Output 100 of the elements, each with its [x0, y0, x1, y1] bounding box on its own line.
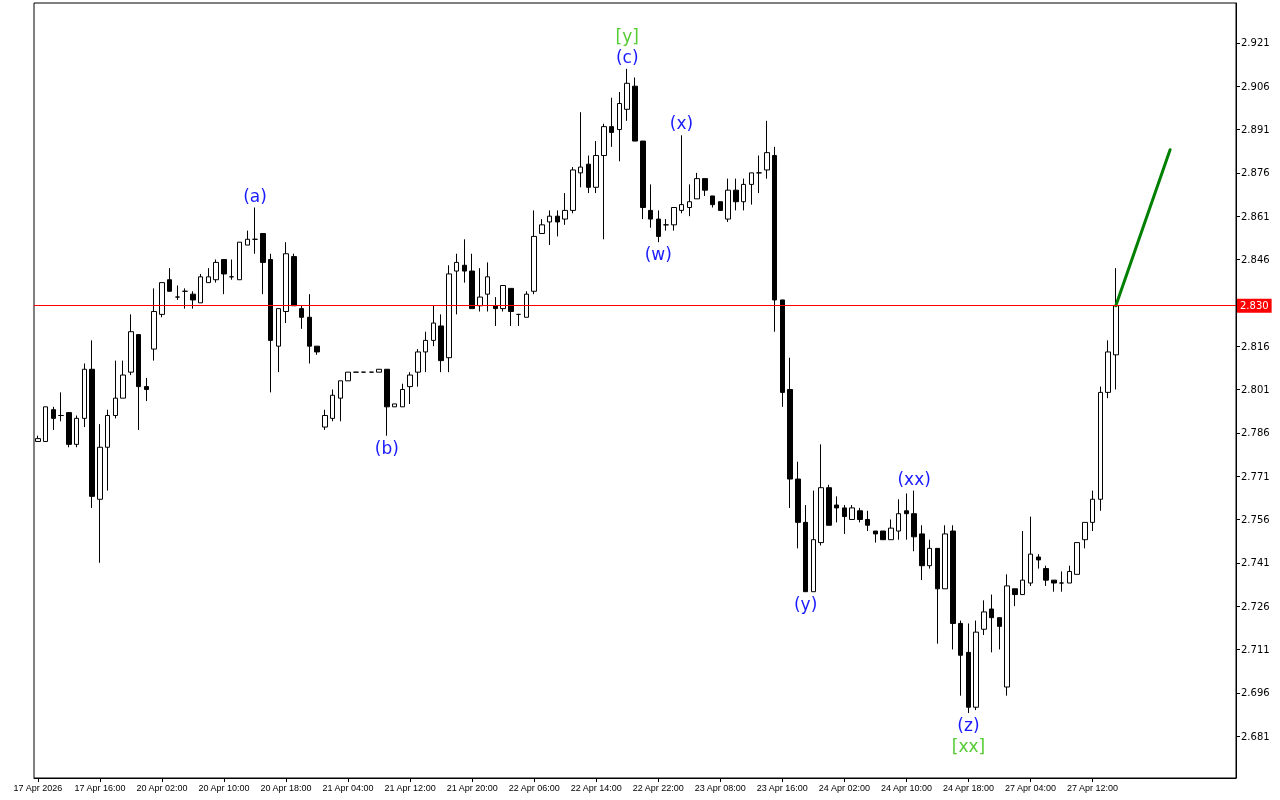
candlestick: [82, 362, 87, 428]
candlestick: [818, 443, 824, 546]
candlestick: [89, 339, 95, 509]
candlestick: [950, 524, 956, 650]
candlestick: [500, 285, 506, 312]
candlestick: [811, 490, 816, 593]
candlestick: [120, 360, 126, 399]
y-tick-label: 2.921: [1241, 37, 1270, 49]
candlestick: [330, 388, 335, 422]
candlestick: [911, 490, 917, 552]
candlestick: [942, 524, 948, 590]
candlestick: [539, 218, 545, 235]
candlestick: [229, 259, 234, 281]
annotation: (c): [615, 46, 639, 67]
candlestick: [795, 461, 801, 549]
candlestick: [1090, 490, 1095, 532]
annotation: (z): [957, 715, 980, 736]
annotation: (b): [374, 437, 399, 458]
candlestick: [1012, 588, 1018, 607]
y-tick-label: 2.876: [1241, 167, 1270, 179]
candlestick: [640, 140, 646, 220]
candlestick: [151, 287, 157, 362]
candlestick: [213, 259, 219, 284]
x-tick-label: 22 Apr 06:00: [508, 782, 560, 793]
candlestick: [663, 218, 669, 232]
candlestick: [74, 414, 79, 448]
x-tick-label: 27 Apr 12:00: [1067, 782, 1119, 793]
candlestick: [182, 287, 188, 310]
candlestick: [966, 622, 971, 714]
candlestick: [725, 178, 731, 223]
annotation: (y): [793, 593, 818, 614]
x-tick-label: 23 Apr 08:00: [694, 782, 746, 793]
candlestick: [206, 267, 211, 284]
candlestick: [733, 178, 739, 211]
candlestick: [1043, 565, 1049, 587]
candlestick: [780, 299, 785, 408]
candlestick: [989, 594, 994, 653]
y-tick-label: 2.816: [1241, 340, 1270, 352]
x-tick-label: 22 Apr 22:00: [632, 782, 684, 793]
candlestick: [105, 409, 110, 492]
candlestick: [159, 282, 165, 318]
candlestick: [66, 412, 72, 448]
candlestick: [1004, 573, 1010, 697]
candlestick: [1020, 530, 1025, 596]
x-tick-label: 20 Apr 10:00: [198, 782, 250, 793]
candlestick: [392, 403, 397, 408]
candlestick: [446, 264, 452, 373]
candlestick: [128, 313, 134, 376]
candlestick: [524, 290, 529, 318]
annotation: (a): [243, 185, 267, 206]
annotation: [xx]: [951, 736, 986, 757]
x-tick-label: 17 Apr 16:00: [74, 782, 126, 793]
candlestick: [601, 123, 607, 240]
x-tick-label: 24 Apr 10:00: [880, 782, 932, 793]
candlestick: [904, 492, 909, 541]
candlestick: [268, 253, 273, 393]
candlestick: [221, 259, 227, 295]
candlestick: [516, 313, 521, 327]
annotation: (xx): [897, 468, 931, 489]
candlestick: [718, 201, 723, 211]
candlestick: [710, 195, 715, 209]
candlestick: [51, 406, 56, 431]
y-tick-label: 2.861: [1241, 210, 1270, 222]
candlestick: [958, 620, 963, 697]
candlestick: [283, 241, 289, 324]
candlestick: [935, 547, 940, 645]
candlestick: [764, 120, 770, 180]
candlestick: [97, 423, 103, 564]
y-tick-label: 2.891: [1241, 124, 1270, 136]
annotation: [y]: [615, 25, 639, 46]
candlestick: [508, 287, 514, 327]
y-tick-label: 2.786: [1241, 427, 1270, 439]
candlestick: [1051, 579, 1057, 593]
candlestick: [307, 293, 312, 364]
candlestick: [702, 178, 708, 197]
candlestick: [1067, 565, 1072, 584]
candlestick: [749, 172, 754, 206]
candlestick: [834, 495, 839, 523]
candlestick: [617, 91, 622, 162]
y-tick-label: 2.771: [1241, 470, 1270, 482]
candlestick: [772, 146, 777, 333]
candlestick: [113, 360, 118, 419]
candlestick: [345, 371, 351, 382]
candlestick: [586, 155, 591, 194]
candlestick: [314, 345, 320, 356]
candlestick: [1028, 516, 1033, 587]
candlestick: [407, 371, 413, 405]
x-tick-label: 20 Apr 18:00: [260, 782, 312, 793]
candlestick: [865, 510, 870, 532]
x-tick-label: 24 Apr 02:00: [818, 782, 870, 793]
candlestick: [384, 368, 390, 437]
candlestick: [376, 368, 382, 373]
x-tick-label: 21 Apr 04:00: [322, 782, 374, 793]
candlestick: [787, 357, 793, 509]
candlestick: [400, 383, 405, 408]
candlestick: [1113, 267, 1119, 390]
candlestick: [167, 267, 172, 292]
candlestick: [656, 209, 661, 243]
candlestick: [873, 530, 878, 544]
candlestick: [423, 331, 428, 373]
